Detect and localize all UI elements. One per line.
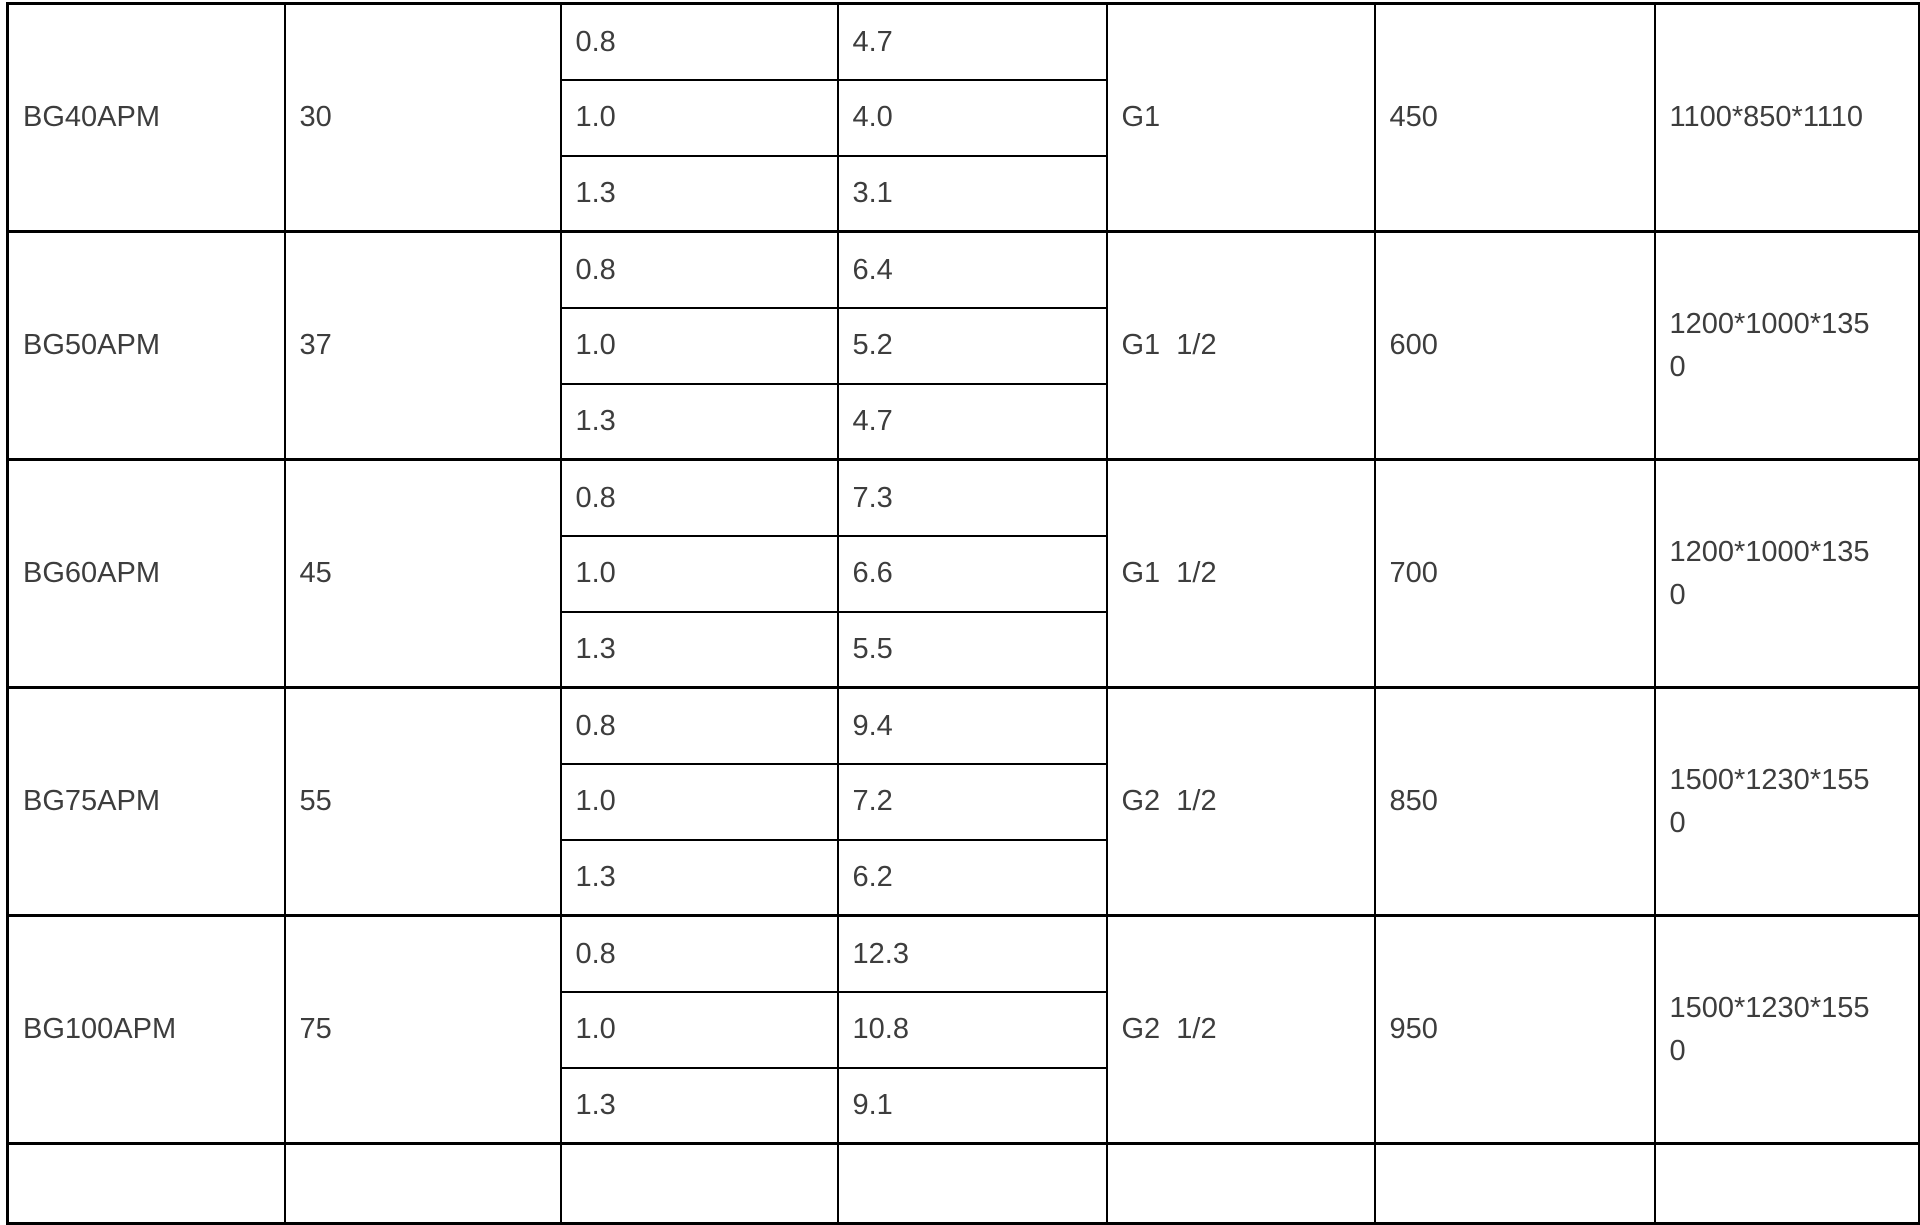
- outlet-cell: G1: [1105, 2, 1376, 233]
- pressure-cell: 0.8: [559, 2, 839, 81]
- table-row: BG60APM 45 0.8 7.3 G1 1/2 700 1200*1000*…: [6, 458, 1920, 689]
- table-row: 1.0 5.2: [8, 306, 1920, 385]
- dimensions-cell: 1500*1230*1550: [1653, 686, 1920, 917]
- pressure-cell: 1.0: [559, 990, 839, 1069]
- outlet-cell: G1 1/2: [1105, 230, 1376, 461]
- capacity-cell: 9.1: [836, 1066, 1108, 1145]
- pressure-cell: 0.8: [559, 914, 839, 993]
- table-row: 1.0 4.0: [8, 78, 1920, 157]
- capacity-cell: 9.4: [836, 686, 1108, 765]
- capacity-cell: 7.2: [836, 762, 1108, 841]
- capacity-cell: 3.1: [836, 154, 1108, 233]
- power-cell: 30: [283, 2, 562, 233]
- pressure-cell: 0.8: [559, 230, 839, 309]
- weight-cell: 950: [1373, 914, 1656, 1145]
- pressure-cell: 1.0: [559, 306, 839, 385]
- dimensions-cell: 1100*850*1110: [1653, 2, 1920, 233]
- pressure-cell: 1.3: [559, 610, 839, 689]
- table-row: 1.3 4.7: [8, 382, 1920, 461]
- outlet-cell: G2 1/2: [1105, 686, 1376, 917]
- model-cell: [6, 1142, 286, 1225]
- capacity-cell: 6.4: [836, 230, 1108, 309]
- table-row: BG50APM 37 0.8 6.4 G1 1/2 600 1200*1000*…: [6, 230, 1920, 461]
- power-cell: 55: [283, 686, 562, 917]
- outlet-cell: G2 1/2: [1105, 914, 1376, 1145]
- weight-cell: 700: [1373, 458, 1656, 689]
- dimensions-value: 1500*1230*1550: [1669, 992, 1870, 1067]
- dimensions-cell: [1653, 1142, 1920, 1225]
- weight-cell: 450: [1373, 2, 1656, 233]
- power-cell: 75: [283, 914, 562, 1145]
- capacity-cell: 10.8: [836, 990, 1108, 1069]
- outlet-cell: G1 1/2: [1105, 458, 1376, 689]
- dimensions-value: 1500*1230*1550: [1669, 764, 1870, 839]
- capacity-cell: 5.5: [836, 610, 1108, 689]
- pressure-cell: 0.8: [559, 458, 839, 537]
- pressure-cell: 1.3: [559, 838, 839, 917]
- table-row: 1.0 6.6: [8, 534, 1920, 613]
- pressure-cell: 1.0: [559, 78, 839, 157]
- pressure-cell: [559, 1142, 839, 1225]
- table-row-partial: [6, 1142, 1920, 1225]
- capacity-cell: 4.0: [836, 78, 1108, 157]
- weight-cell: 600: [1373, 230, 1656, 461]
- dimensions-cell: 1200*1000*1350: [1653, 458, 1920, 689]
- weight-cell: [1373, 1142, 1656, 1225]
- spec-table: BG40APM 30 0.8 4.7 G1 450 1100*850*1110 …: [6, 2, 1920, 1225]
- power-cell: 45: [283, 458, 562, 689]
- table-row: 1.3 6.2: [8, 838, 1920, 917]
- power-cell: 37: [283, 230, 562, 461]
- table-row: 1.0 7.2: [8, 762, 1920, 841]
- power-cell: [283, 1142, 562, 1225]
- capacity-cell: 4.7: [836, 382, 1108, 461]
- pressure-cell: 1.0: [559, 762, 839, 841]
- capacity-cell: 7.3: [836, 458, 1108, 537]
- dimensions-value: 1200*1000*1350: [1669, 308, 1870, 383]
- pressure-cell: 1.3: [559, 382, 839, 461]
- capacity-cell: 4.7: [836, 2, 1108, 81]
- model-cell: BG100APM: [6, 914, 286, 1145]
- dimensions-cell: 1500*1230*1550: [1653, 914, 1920, 1145]
- pressure-cell: 1.3: [559, 154, 839, 233]
- capacity-cell: 6.2: [836, 838, 1108, 917]
- capacity-cell: [836, 1142, 1108, 1225]
- table-row: BG100APM 75 0.8 12.3 G2 1/2 950 1500*123…: [6, 914, 1920, 1145]
- model-cell: BG50APM: [6, 230, 286, 461]
- weight-cell: 850: [1373, 686, 1656, 917]
- capacity-cell: 6.6: [836, 534, 1108, 613]
- table-row: 1.3 3.1: [8, 154, 1920, 233]
- table-row: 1.3 9.1: [8, 1066, 1920, 1145]
- capacity-cell: 12.3: [836, 914, 1108, 993]
- table-row: 1.3 5.5: [8, 610, 1920, 689]
- pressure-cell: 1.3: [559, 1066, 839, 1145]
- table-row: 1.0 10.8: [8, 990, 1920, 1069]
- dimensions-cell: 1200*1000*1350: [1653, 230, 1920, 461]
- dimensions-value: 1200*1000*1350: [1669, 536, 1870, 611]
- pressure-cell: 1.0: [559, 534, 839, 613]
- model-cell: BG40APM: [6, 2, 286, 233]
- model-cell: BG60APM: [6, 458, 286, 689]
- outlet-cell: [1105, 1142, 1376, 1225]
- dimensions-value: 1100*850*1110: [1669, 101, 1864, 134]
- model-cell: BG75APM: [6, 686, 286, 917]
- table-row: BG75APM 55 0.8 9.4 G2 1/2 850 1500*1230*…: [6, 686, 1920, 917]
- pressure-cell: 0.8: [559, 686, 839, 765]
- table-row: BG40APM 30 0.8 4.7 G1 450 1100*850*1110: [6, 2, 1920, 233]
- capacity-cell: 5.2: [836, 306, 1108, 385]
